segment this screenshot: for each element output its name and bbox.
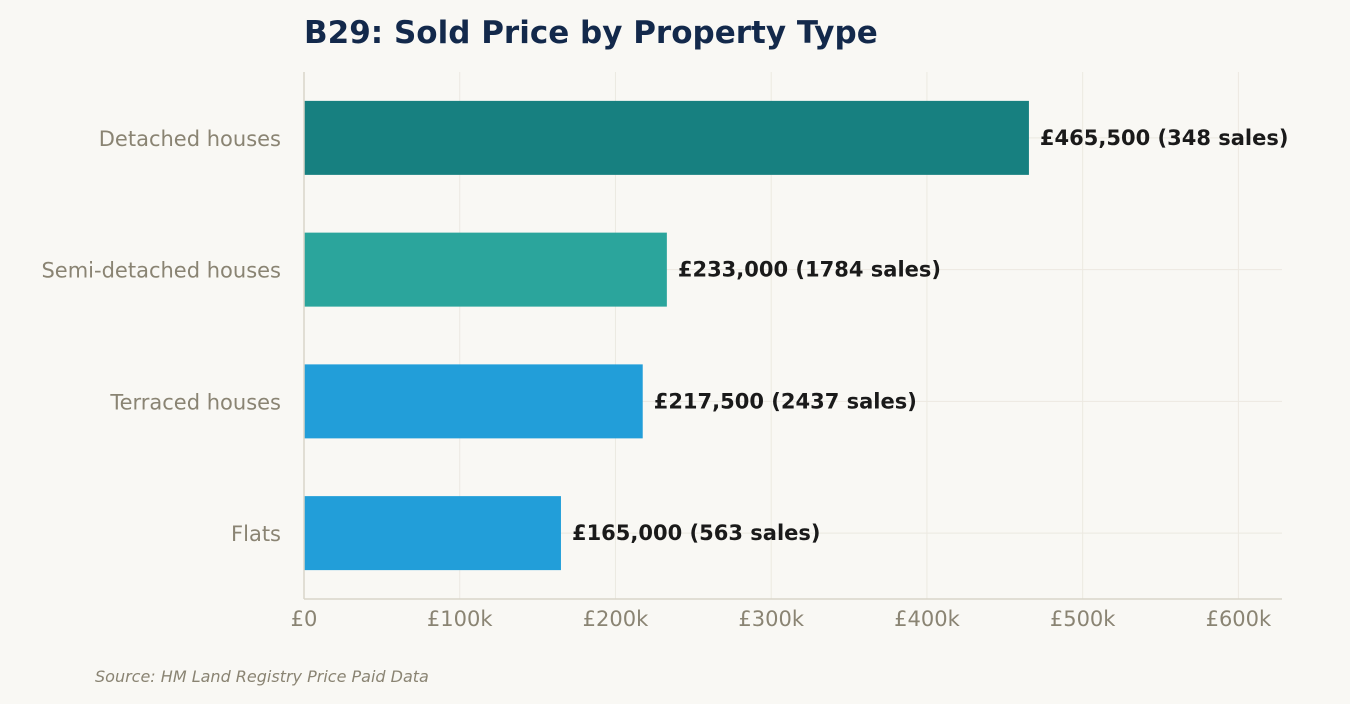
- category-label: Terraced houses: [109, 390, 281, 414]
- data-labels: £465,500 (348 sales) £233,000 (1784 sales…: [572, 126, 1289, 545]
- data-label: £465,500 (348 sales): [1040, 126, 1289, 150]
- x-tick-label: £100k: [427, 607, 493, 631]
- data-label: £217,500 (2437 sales): [654, 389, 917, 413]
- category-label: Detached houses: [99, 127, 281, 151]
- x-tick-label: £300k: [738, 607, 804, 631]
- bar: [304, 364, 643, 439]
- bar: [304, 100, 1029, 175]
- axes: [303, 72, 1282, 600]
- x-tick-label: £200k: [583, 607, 649, 631]
- source-note: Source: HM Land Registry Price Paid Data: [95, 667, 429, 686]
- x-tick-labels: £0 £100k £200k £300k £400k £500k £600k: [291, 607, 1272, 631]
- data-label: £233,000 (1784 sales): [678, 258, 941, 282]
- category-label: Flats: [231, 522, 281, 546]
- x-tick-label: £500k: [1050, 607, 1116, 631]
- category-labels: Detached houses Semi-detached houses Terra…: [41, 127, 281, 546]
- data-label: £165,000 (563 sales): [572, 521, 821, 545]
- x-tick-label: £400k: [894, 607, 960, 631]
- chart-title: B29: Sold Price by Property Type: [304, 15, 878, 51]
- bar: [304, 232, 667, 307]
- bars: [304, 100, 1029, 571]
- x-tick-label: £600k: [1206, 607, 1272, 631]
- x-tick-label: £0: [291, 607, 318, 631]
- bar: [304, 496, 561, 571]
- category-label: Semi-detached houses: [41, 259, 281, 283]
